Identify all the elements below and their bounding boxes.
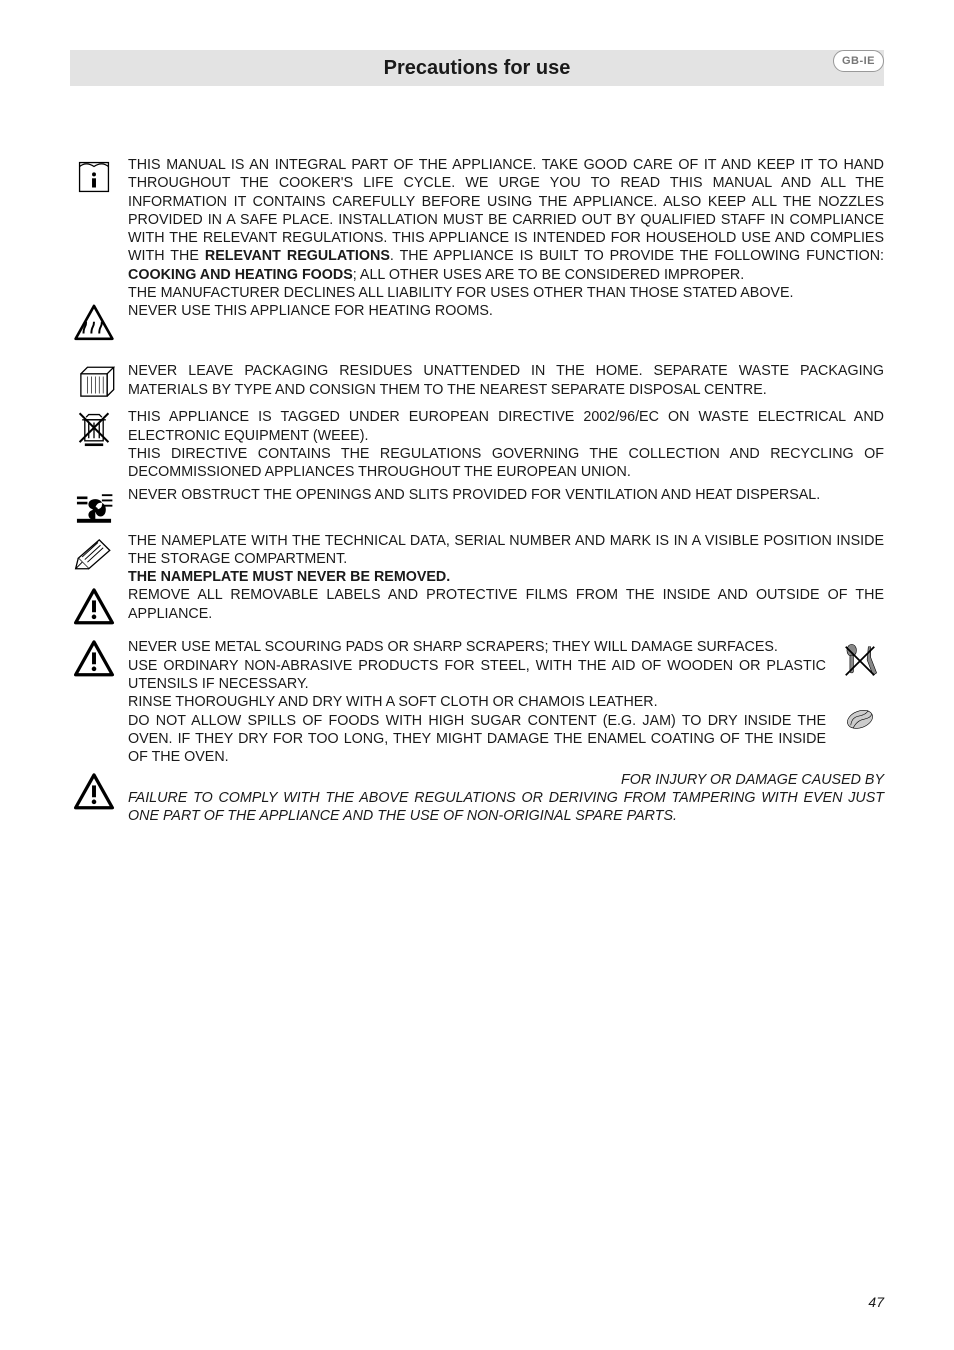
warning-icon <box>73 771 115 813</box>
row-icon-col <box>70 408 118 450</box>
row-right-icons <box>836 638 884 736</box>
text-span: NEVER LEAVE PACKAGING RESIDUES UNATTENDE… <box>128 363 884 397</box>
ventilation-icon <box>73 486 115 528</box>
row-icon-col <box>70 156 118 198</box>
row-text: NEVER USE THIS APPLIANCE FOR HEATING ROO… <box>128 302 884 320</box>
row-paragraph: NEVER OBSTRUCT THE OPENINGS AND SLITS PR… <box>128 486 884 504</box>
row-paragraph: REMOVE ALL REMOVABLE LABELS AND PROTECTI… <box>128 586 884 623</box>
row-icon-col <box>70 532 118 574</box>
text-span: RINSE THOROUGHLY AND DRY WITH A SOFT CLO… <box>128 694 658 710</box>
text-span: THE MANUFACTURER DECLINES ALL LIABILITY … <box>128 285 793 301</box>
title-bar: Precautions for use <box>70 50 884 86</box>
text-span: THE NAMEPLATE WITH THE TECHNICAL DATA, S… <box>128 533 884 567</box>
row-icon-col <box>70 638 118 680</box>
warning-icon <box>73 586 115 628</box>
text-span: NEVER USE METAL SCOURING PADS OR SHARP S… <box>128 639 778 655</box>
content-blocks: THIS MANUAL IS AN INTEGRAL PART OF THE A… <box>70 156 884 829</box>
text-span: FAILURE TO COMPLY WITH THE ABOVE REGULAT… <box>128 790 884 824</box>
text-span: RELEVANT REGULATIONS <box>205 248 390 264</box>
text-span: USE ORDINARY NON-ABRASIVE PRODUCTS FOR S… <box>128 658 826 692</box>
row-icon-col <box>70 586 118 628</box>
scourer-icon <box>841 698 879 736</box>
row-paragraph: NEVER LEAVE PACKAGING RESIDUES UNATTENDE… <box>128 362 884 399</box>
row-icon-col <box>70 362 118 404</box>
text-span: . THE APPLIANCE IS BUILT TO PROVIDE THE … <box>390 248 884 264</box>
text-span: ; ALL OTHER USES ARE TO BE CONSIDERED IM… <box>353 267 744 283</box>
precaution-row: THE NAMEPLATE WITH THE TECHNICAL DATA, S… <box>70 532 884 587</box>
precaution-row: NEVER USE THIS APPLIANCE FOR HEATING ROO… <box>70 302 884 348</box>
row-text: FOR INJURY OR DAMAGE CAUSED BYFAILURE TO… <box>128 771 884 826</box>
text-span: NEVER OBSTRUCT THE OPENINGS AND SLITS PR… <box>128 487 820 503</box>
warning-icon <box>73 638 115 680</box>
region-badge: GB-IE <box>833 50 884 72</box>
precaution-row: NEVER USE METAL SCOURING PADS OR SHARP S… <box>70 638 884 766</box>
row-text: THIS MANUAL IS AN INTEGRAL PART OF THE A… <box>128 156 884 302</box>
text-span: THIS DIRECTIVE CONTAINS THE REGULATIONS … <box>128 446 884 480</box>
row-paragraph: THIS MANUAL IS AN INTEGRAL PART OF THE A… <box>128 156 884 302</box>
no-heating-icon <box>73 302 115 344</box>
page-title: Precautions for use <box>70 57 884 80</box>
precaution-row: REMOVE ALL REMOVABLE LABELS AND PROTECTI… <box>70 586 884 628</box>
weee-bin-icon <box>73 408 115 450</box>
row-icon-col <box>70 302 118 348</box>
text-span: COOKING AND HEATING FOODS <box>128 267 353 283</box>
text-span: REMOVE ALL REMOVABLE LABELS AND PROTECTI… <box>128 587 884 621</box>
row-text: NEVER OBSTRUCT THE OPENINGS AND SLITS PR… <box>128 486 884 504</box>
precaution-row: THIS APPLIANCE IS TAGGED UNDER EUROPEAN … <box>70 408 884 481</box>
row-text: THE NAMEPLATE WITH THE TECHNICAL DATA, S… <box>128 532 884 587</box>
page-number: 47 <box>868 1294 884 1310</box>
row-paragraph: NEVER USE METAL SCOURING PADS OR SHARP S… <box>128 638 826 766</box>
row-text: THIS APPLIANCE IS TAGGED UNDER EUROPEAN … <box>128 408 884 481</box>
row-paragraph: NEVER USE THIS APPLIANCE FOR HEATING ROO… <box>128 302 884 320</box>
row-paragraph: FAILURE TO COMPLY WITH THE ABOVE REGULAT… <box>128 789 884 826</box>
precaution-row: THIS MANUAL IS AN INTEGRAL PART OF THE A… <box>70 156 884 302</box>
row-paragraph: THE NAMEPLATE WITH THE TECHNICAL DATA, S… <box>128 532 884 587</box>
packaging-icon <box>73 362 115 404</box>
row-icon-col <box>70 486 118 528</box>
precaution-row: NEVER OBSTRUCT THE OPENINGS AND SLITS PR… <box>70 486 884 528</box>
row-text: NEVER LEAVE PACKAGING RESIDUES UNATTENDE… <box>128 362 884 399</box>
row-text: REMOVE ALL REMOVABLE LABELS AND PROTECTI… <box>128 586 884 623</box>
precaution-row: NEVER LEAVE PACKAGING RESIDUES UNATTENDE… <box>70 362 884 404</box>
manual-info-icon <box>73 156 115 198</box>
row-icon-col <box>70 771 118 813</box>
text-span: DO NOT ALLOW SPILLS OF FOODS WITH HIGH S… <box>128 713 826 766</box>
text-span: NEVER USE THIS APPLIANCE FOR HEATING ROO… <box>128 303 493 319</box>
precaution-row: FOR INJURY OR DAMAGE CAUSED BYFAILURE TO… <box>70 771 884 826</box>
no-utensils-icon <box>841 642 879 680</box>
row-text: NEVER USE METAL SCOURING PADS OR SHARP S… <box>128 638 826 766</box>
text-span: THIS APPLIANCE IS TAGGED UNDER EUROPEAN … <box>128 409 884 443</box>
row-paragraph: THIS APPLIANCE IS TAGGED UNDER EUROPEAN … <box>128 408 884 481</box>
row-lead-right: FOR INJURY OR DAMAGE CAUSED BY <box>128 771 884 789</box>
text-span: THE NAMEPLATE MUST NEVER BE REMOVED. <box>128 569 450 585</box>
nameplate-icon <box>73 532 115 574</box>
